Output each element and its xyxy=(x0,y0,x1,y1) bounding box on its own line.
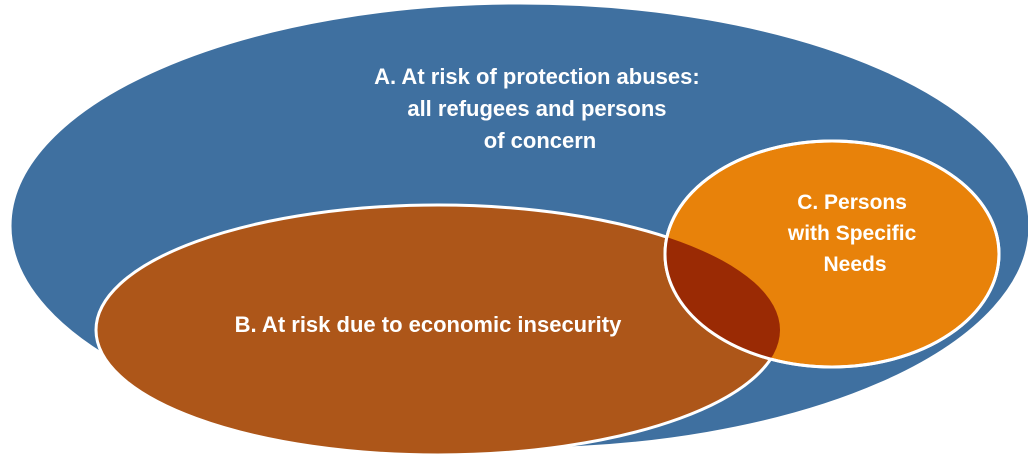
ellipse-c-outline xyxy=(663,139,1001,369)
label-c-line-3: Needs xyxy=(823,253,886,276)
label-c: C. Persons with Specific Needs xyxy=(787,191,922,276)
label-c-line-2: with Specific xyxy=(787,222,917,245)
label-a: A. At risk of protection abuses: all ref… xyxy=(374,64,706,153)
label-b-line-1: B. At risk due to economic insecurity xyxy=(235,312,622,337)
overlap-b-c xyxy=(665,205,780,367)
label-b: B. At risk due to economic insecurity xyxy=(235,312,622,337)
label-a-line-3: of concern xyxy=(484,128,596,153)
label-a-line-1: A. At risk of protection abuses: xyxy=(374,64,700,89)
label-a-line-2: all refugees and persons xyxy=(407,96,666,121)
label-c-line-1: C. Persons xyxy=(797,191,907,214)
